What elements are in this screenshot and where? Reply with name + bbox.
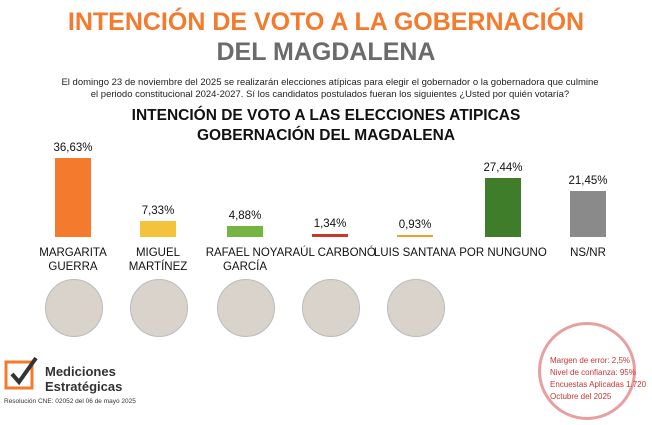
brand: Mediciones — [45, 364, 116, 379]
value-label: 7,33% — [141, 205, 175, 218]
bar — [227, 226, 263, 237]
stamp-circle — [538, 322, 636, 420]
bar — [140, 221, 176, 237]
bar — [485, 177, 521, 237]
intro: El domingo 23 de noviembre del 2025 se r… — [61, 77, 599, 100]
value-label: 27,44% — [483, 161, 523, 174]
bar — [570, 190, 606, 237]
bar — [312, 234, 348, 237]
stamp-text: Nivel de confianza: 95% — [550, 368, 636, 377]
category-label: RAFAEL NOYA GARCÍA — [205, 247, 285, 273]
chart-title: INTENCIÓN DE VOTO A LAS ELECCIONES ATIPI… — [131, 107, 521, 144]
bar — [55, 158, 91, 237]
bar — [397, 234, 433, 237]
candidate-photo — [302, 279, 360, 337]
value-label: 0,93% — [398, 218, 432, 231]
category-label: MIGUEL MARTÍNEZ — [128, 247, 188, 273]
category-label: RAÚL CARBONÓ — [284, 247, 376, 259]
stamp-text: Encuestas Aplicadas 1.720 — [550, 380, 647, 389]
category-label: POR NUNGUNO — [459, 247, 547, 259]
value-label: 1,34% — [313, 218, 347, 231]
category-label: LUIS SANTANA — [373, 247, 457, 259]
brand: Estratégicas — [45, 379, 123, 394]
category-label: NS/NR — [570, 247, 606, 259]
subtitle: DEL MAGDALENA — [216, 38, 436, 66]
title: INTENCIÓN DE VOTO A LA GOBERNACIÓN — [67, 8, 585, 36]
category-label: MARGARITA GUERRA — [39, 247, 107, 273]
candidate-photo — [130, 279, 188, 337]
stamp-text: Octubre del 2025 — [550, 392, 612, 401]
candidate-photo — [217, 279, 275, 337]
stamp-text: Margen de error: 2,5% — [550, 356, 631, 365]
logo — [4, 356, 38, 390]
resolution: Resolución CNE: 02052 del 06 de mayo 202… — [4, 398, 136, 405]
candidate-photo — [45, 279, 103, 337]
value-label: 4,88% — [228, 210, 262, 223]
candidate-photo — [387, 279, 445, 337]
value-label: 21,45% — [568, 174, 608, 187]
value-label: 36,63% — [53, 142, 93, 154]
